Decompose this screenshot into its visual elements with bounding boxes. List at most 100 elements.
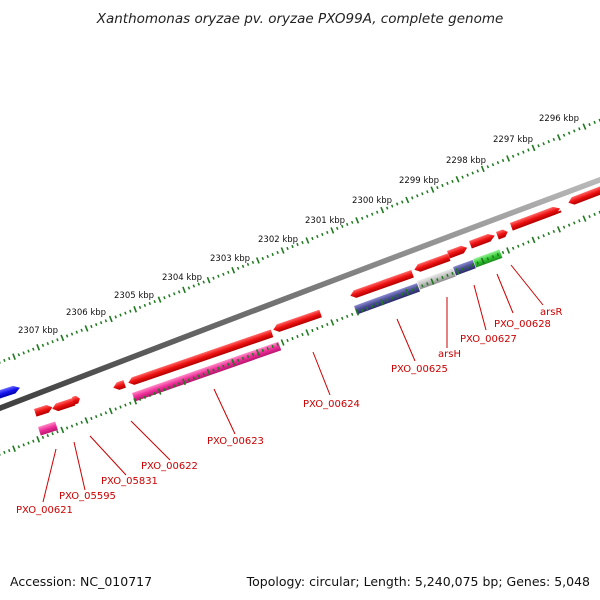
minor-tick: [316, 326, 319, 331]
major-tick: [133, 306, 138, 313]
gene-feature[interactable]: [72, 395, 81, 405]
gene-feature[interactable]: [34, 403, 54, 417]
minor-tick: [227, 362, 230, 366]
minor-tick: [466, 265, 469, 269]
gene-label[interactable]: PXO_05595: [59, 491, 116, 502]
gene-label[interactable]: PXO_00623: [207, 436, 264, 447]
gene-label[interactable]: PXO_00621: [16, 505, 73, 516]
outer-scale-track: [0, 118, 600, 364]
minor-tick: [22, 443, 25, 447]
minor-tick: [441, 183, 444, 188]
minor-tick: [32, 347, 35, 351]
minor-tick: [588, 214, 591, 219]
minor-tick: [7, 357, 11, 361]
minor-tick: [65, 334, 69, 338]
minor-tick: [376, 210, 379, 214]
minor-tick: [266, 346, 269, 351]
major-tick: [380, 206, 385, 214]
gene-feature[interactable]: [447, 244, 469, 259]
minor-tick: [522, 242, 525, 246]
major-tick: [430, 278, 435, 285]
gene-feature[interactable]: [272, 309, 322, 334]
major-tick: [455, 267, 460, 275]
minor-tick: [251, 352, 255, 356]
minor-tick: [391, 204, 394, 208]
minor-tick: [501, 158, 505, 163]
minor-tick: [486, 165, 490, 169]
gene-label[interactable]: PXO_00622: [141, 461, 198, 472]
gene-feature[interactable]: [51, 397, 76, 413]
major-tick: [182, 286, 186, 294]
minor-tick: [476, 169, 479, 173]
minor-tick: [326, 230, 329, 234]
gene-feature[interactable]: [413, 253, 451, 273]
major-tick: [582, 123, 587, 130]
minor-tick: [51, 340, 54, 344]
minor-tick: [588, 122, 591, 127]
minor-tick: [426, 190, 429, 194]
minor-tick: [491, 163, 495, 167]
minor-tick: [466, 173, 469, 177]
minor-tick: [212, 368, 215, 372]
gene-feature[interactable]: [567, 184, 600, 207]
minor-tick: [3, 450, 6, 454]
gene-label[interactable]: PXO_00625: [391, 364, 448, 375]
gene-feature[interactable]: [112, 380, 126, 391]
minor-tick: [246, 354, 250, 358]
minor-tick: [491, 255, 495, 259]
kbp-label: 2300 kbp: [352, 196, 392, 206]
minor-tick: [271, 252, 274, 257]
minor-tick: [341, 316, 344, 320]
minor-tick: [296, 334, 299, 339]
major-tick: [330, 227, 335, 234]
gene-feature[interactable]: [349, 269, 414, 300]
gene-label[interactable]: PXO_00624: [303, 399, 360, 410]
gene-label[interactable]: arsH: [438, 349, 461, 360]
minor-tick: [271, 344, 274, 349]
minor-tick: [461, 175, 464, 179]
major-tick: [60, 334, 65, 342]
minor-tick: [326, 322, 329, 326]
minor-tick: [411, 288, 414, 292]
major-tick: [330, 319, 335, 326]
minor-tick: [527, 240, 530, 244]
minor-tick: [75, 330, 79, 334]
minor-tick: [527, 148, 530, 152]
minor-tick: [46, 342, 50, 346]
major-tick: [405, 288, 410, 296]
minor-tick: [416, 286, 419, 290]
minor-tick: [301, 332, 304, 337]
gene-feature[interactable]: [469, 232, 496, 249]
gene-feature[interactable]: [510, 205, 562, 231]
gene-label[interactable]: PXO_00628: [494, 319, 551, 330]
minor-tick: [261, 348, 264, 353]
gene-feature[interactable]: [0, 384, 21, 400]
minor-tick: [446, 273, 449, 277]
minor-tick: [173, 384, 176, 388]
product-feature[interactable]: [38, 421, 58, 436]
kbp-label: 2297 kbp: [493, 135, 533, 145]
accession-text: Accession: NC_010717: [10, 574, 152, 589]
minor-tick: [421, 284, 424, 288]
minor-tick: [336, 318, 339, 322]
gene-label[interactable]: PXO_05831: [101, 476, 158, 487]
gene-feature[interactable]: [127, 329, 274, 387]
minor-tick: [192, 284, 196, 288]
minor-tick: [542, 142, 545, 146]
minor-tick: [251, 260, 255, 264]
minor-tick: [371, 304, 374, 308]
product-feature[interactable]: [453, 259, 476, 276]
kbp-label: 2302 kbp: [258, 235, 298, 245]
gene-feature[interactable]: [496, 228, 509, 240]
minor-tick: [552, 137, 556, 142]
minor-tick: [486, 257, 490, 261]
gene-label[interactable]: PXO_00627: [460, 334, 517, 345]
minor-tick: [217, 366, 220, 370]
major-tick: [108, 315, 113, 323]
minor-tick: [496, 161, 500, 165]
major-tick: [405, 196, 410, 204]
minor-tick: [119, 313, 122, 317]
minor-tick: [22, 351, 25, 355]
gene-label[interactable]: arsR: [540, 307, 562, 318]
